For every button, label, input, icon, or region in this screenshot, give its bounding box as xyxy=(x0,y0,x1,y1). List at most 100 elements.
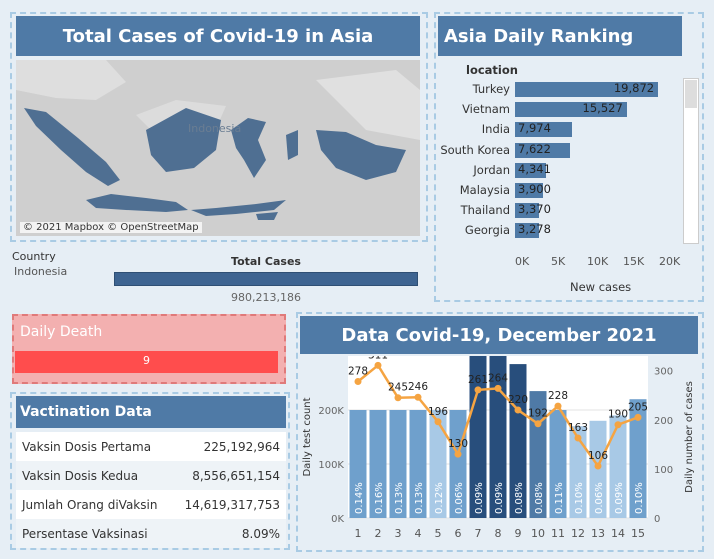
bar-percent-label: 0.09% xyxy=(494,482,505,514)
test-count-bar[interactable] xyxy=(629,399,647,518)
y2-tick-label: 0 xyxy=(654,514,660,525)
cases-point[interactable] xyxy=(634,413,642,421)
x-tick-label: 7 xyxy=(475,527,482,540)
cases-point[interactable] xyxy=(474,386,482,394)
test-count-bar[interactable] xyxy=(509,364,527,518)
ranking-value: 7,622 xyxy=(518,141,551,156)
map-shapes: Indonesia xyxy=(16,60,420,236)
test-count-bar[interactable] xyxy=(569,426,587,518)
test-count-bar[interactable] xyxy=(369,410,387,518)
map-country-label: Indonesia xyxy=(188,122,241,135)
cases-point[interactable] xyxy=(594,462,602,470)
ranking-tick: 10K xyxy=(587,255,609,268)
cases-point[interactable] xyxy=(614,421,622,429)
cases-point[interactable] xyxy=(354,378,362,386)
cases-point[interactable] xyxy=(514,406,522,414)
test-count-bar[interactable] xyxy=(429,410,447,518)
vaccination-value: 225,192,964 xyxy=(172,432,286,461)
test-count-bar[interactable] xyxy=(389,410,407,518)
map-credit: © 2021 Mapbox © OpenStreetMap xyxy=(20,222,202,233)
ranking-title: Asia Daily Ranking xyxy=(438,16,682,56)
bar-percent-label: 0.10% xyxy=(574,482,585,514)
cases-value-label: 196 xyxy=(428,406,448,418)
bar-percent-label: 0.08% xyxy=(514,482,525,514)
ranking-row-label: Thailand xyxy=(460,203,510,218)
ranking-row[interactable]: India 7,974 xyxy=(438,119,678,139)
country-value[interactable]: Indonesia xyxy=(14,265,68,278)
total-cases-bar[interactable] xyxy=(114,272,418,286)
location-header: location xyxy=(466,63,518,77)
vaccination-value: 8.09% xyxy=(172,519,286,548)
ranking-row[interactable]: Vietnam 15,527 xyxy=(438,99,678,119)
ranking-scrollbar[interactable] xyxy=(683,78,699,244)
december-chart: 0K 100K 200K 0 100 200 300 0.14% 1 0.16% 2 0.13% 3 0.… xyxy=(302,356,695,540)
ranking-bar[interactable] xyxy=(515,162,547,178)
ranking-row[interactable]: Jordan 4,341 xyxy=(438,160,678,180)
cases-value-label: 264 xyxy=(488,372,508,384)
vaccination-row: Persentase Vaksinasi 8.09% xyxy=(16,519,286,548)
test-count-bar[interactable] xyxy=(469,356,487,518)
map-panel-title: Total Cases of Covid-19 in Asia xyxy=(16,16,420,56)
ranking-scrollbar-thumb[interactable] xyxy=(685,80,697,108)
test-count-bar[interactable] xyxy=(349,410,367,518)
indonesia-map[interactable]: Indonesia © 2021 Mapbox © OpenStreetMap xyxy=(16,60,420,236)
test-count-bar[interactable] xyxy=(609,415,627,518)
cases-point[interactable] xyxy=(414,393,422,401)
bar-percent-label: 0.12% xyxy=(434,482,445,514)
test-count-bar[interactable] xyxy=(409,410,427,518)
cases-value-label: 245 xyxy=(388,382,408,394)
cases-point[interactable] xyxy=(454,450,462,458)
ranking-bar[interactable] xyxy=(515,122,573,138)
test-count-bar[interactable] xyxy=(489,356,507,518)
ranking-row[interactable]: Georgia 3,278 xyxy=(438,220,678,240)
ranking-value: 7,974 xyxy=(518,121,551,136)
vaccination-table: Vaksin Dosis Pertama 225,192,964 Vaksin Do… xyxy=(16,432,286,548)
bar-percent-label: 0.10% xyxy=(634,482,645,514)
x-tick-label: 2 xyxy=(375,527,382,540)
ranking-bar[interactable] xyxy=(515,183,544,198)
ranking-value: 15,527 xyxy=(582,101,623,116)
vaccination-title: Vactination Data xyxy=(16,396,286,428)
ranking-bar[interactable] xyxy=(515,203,540,219)
cases-point[interactable] xyxy=(574,434,582,442)
december-title: Data Covid-19, December 2021 xyxy=(300,316,698,354)
bar-percent-label: 0.13% xyxy=(414,482,425,514)
ranking-row[interactable]: Turkey 19,872 xyxy=(438,79,678,99)
daily-death-bar[interactable] xyxy=(15,351,278,373)
ranking-row[interactable]: Malaysia 3,900 xyxy=(438,180,678,200)
cases-point[interactable] xyxy=(374,361,382,369)
ranking-bar[interactable] xyxy=(515,102,627,118)
ranking-row-label: South Korea xyxy=(440,142,510,157)
test-count-bar[interactable] xyxy=(529,391,547,518)
bar-percent-label: 0.11% xyxy=(554,482,565,514)
test-count-bar[interactable] xyxy=(549,410,567,518)
cases-point[interactable] xyxy=(554,402,562,410)
ranking-row[interactable]: Thailand 3,370 xyxy=(438,200,678,220)
vaccination-panel xyxy=(10,392,290,550)
ranking-value: 4,341 xyxy=(518,161,551,176)
total-cases-header: Total Cases xyxy=(231,255,301,268)
cases-value-label: 163 xyxy=(568,422,588,434)
bar-percent-label: 0.06% xyxy=(594,482,605,514)
x-tick-label: 1 xyxy=(355,527,362,540)
y-tick-label: 200K xyxy=(318,406,344,417)
ranking-row[interactable]: South Korea 7,622 xyxy=(438,140,678,160)
x-tick-label: 13 xyxy=(591,527,605,540)
ranking-bar[interactable] xyxy=(515,82,659,97)
vaccination-value: 14,619,317,753 xyxy=(172,490,286,519)
cases-value-label: 192 xyxy=(528,408,548,420)
cases-point[interactable] xyxy=(434,418,442,426)
vaccination-label: Persentase Vaksinasi xyxy=(16,519,173,548)
x-tick-label: 8 xyxy=(495,527,502,540)
cases-point[interactable] xyxy=(534,420,542,428)
cases-point[interactable] xyxy=(394,394,402,402)
cases-point[interactable] xyxy=(494,384,502,392)
cases-value-label: 246 xyxy=(408,381,428,393)
vaccination-label: Vaksin Dosis Pertama xyxy=(16,432,173,461)
ranking-bar[interactable] xyxy=(515,142,570,158)
cases-value-label: 261 xyxy=(468,374,488,386)
ranking-row-label: Malaysia xyxy=(459,183,510,197)
ranking-bar[interactable] xyxy=(515,223,539,239)
bar-percent-label: 0.13% xyxy=(394,482,405,514)
ranking-x-label: New cases xyxy=(570,280,632,294)
